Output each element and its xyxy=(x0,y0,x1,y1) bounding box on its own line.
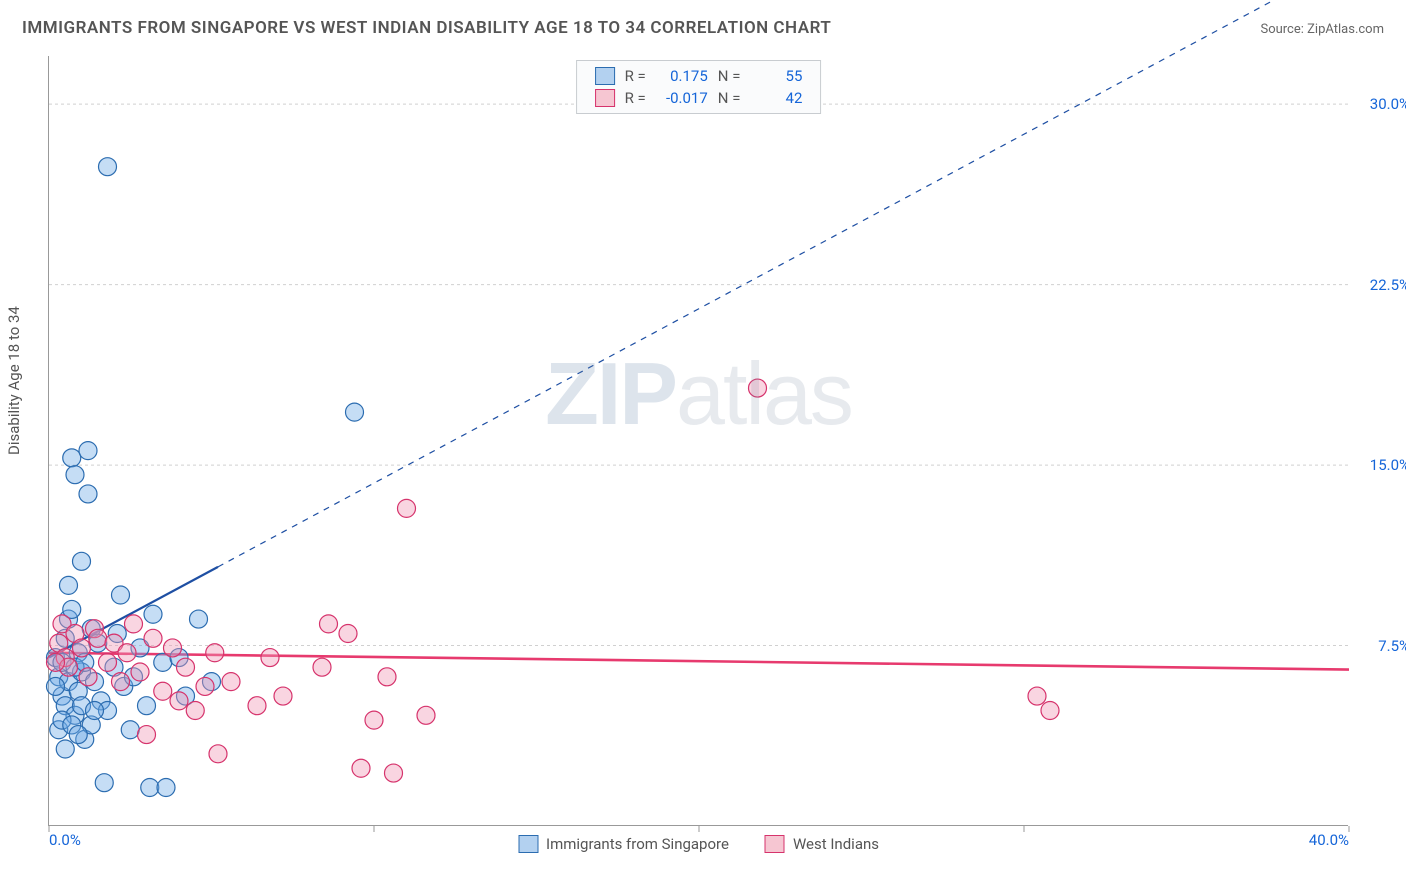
legend-label: Immigrants from Singapore xyxy=(546,835,729,853)
scatter-point xyxy=(99,653,117,671)
y-tick-label: 15.0% xyxy=(1370,456,1406,474)
scatter-point xyxy=(339,625,357,643)
scatter-point xyxy=(60,576,78,594)
swatch-pink-icon xyxy=(765,835,785,853)
r-label: R = xyxy=(625,89,646,107)
scatter-point xyxy=(73,639,91,657)
scatter-point xyxy=(118,644,136,662)
scatter-point xyxy=(274,687,292,705)
n-label: N = xyxy=(718,89,741,107)
scatter-point xyxy=(141,779,159,797)
scatter-point xyxy=(164,639,182,657)
series-legend: Immigrants from Singapore West Indians xyxy=(518,835,879,853)
swatch-pink-icon xyxy=(595,89,615,107)
scatter-point xyxy=(95,774,113,792)
scatter-point xyxy=(313,658,331,676)
scatter-point xyxy=(177,658,195,676)
scatter-point xyxy=(346,403,364,421)
r-value: 0.175 xyxy=(656,67,708,85)
scatter-point xyxy=(206,644,224,662)
scatter-point xyxy=(79,485,97,503)
scatter-point xyxy=(154,682,172,700)
scatter-point xyxy=(378,668,396,686)
scatter-point xyxy=(63,449,81,467)
y-tick-label: 22.5% xyxy=(1370,276,1406,294)
scatter-point xyxy=(112,586,130,604)
legend-item: West Indians xyxy=(765,835,879,853)
scatter-point xyxy=(144,605,162,623)
n-value: 42 xyxy=(750,89,802,107)
y-tick-label: 30.0% xyxy=(1370,95,1406,113)
scatter-point xyxy=(79,668,97,686)
scatter-point xyxy=(1028,687,1046,705)
scatter-point xyxy=(73,552,91,570)
swatch-blue-icon xyxy=(595,67,615,85)
scatter-point xyxy=(196,677,214,695)
scatter-point xyxy=(190,610,208,628)
scatter-point xyxy=(222,673,240,691)
scatter-point xyxy=(261,649,279,667)
n-label: N = xyxy=(718,67,741,85)
stats-legend-row: R = 0.175 N = 55 xyxy=(595,67,803,85)
scatter-point xyxy=(417,706,435,724)
scatter-point xyxy=(398,499,416,517)
scatter-plot xyxy=(49,56,1348,825)
legend-label: West Indians xyxy=(793,835,879,853)
scatter-point xyxy=(170,692,188,710)
chart-plot-area: ZIPatlas R = 0.175 N = 55 R = -0.017 N =… xyxy=(48,56,1348,826)
scatter-point xyxy=(99,158,117,176)
scatter-point xyxy=(69,726,87,744)
scatter-point xyxy=(209,745,227,763)
r-value: -0.017 xyxy=(656,89,708,107)
scatter-point xyxy=(79,442,97,460)
scatter-point xyxy=(1041,702,1059,720)
scatter-point xyxy=(385,764,403,782)
x-tick-label: 0.0% xyxy=(49,831,81,849)
title-bar: IMMIGRANTS FROM SINGAPORE VS WEST INDIAN… xyxy=(22,18,1384,38)
y-tick-label: 7.5% xyxy=(1378,637,1406,655)
scatter-point xyxy=(89,629,107,647)
stats-legend: R = 0.175 N = 55 R = -0.017 N = 42 xyxy=(576,60,822,114)
scatter-point xyxy=(112,673,130,691)
x-tick-label: 40.0% xyxy=(1309,831,1349,849)
scatter-point xyxy=(56,740,74,758)
stats-legend-row: R = -0.017 N = 42 xyxy=(595,89,803,107)
scatter-point xyxy=(144,629,162,647)
scatter-point xyxy=(125,615,143,633)
n-value: 55 xyxy=(750,67,802,85)
scatter-point xyxy=(248,697,266,715)
scatter-point xyxy=(138,697,156,715)
scatter-point xyxy=(138,726,156,744)
scatter-point xyxy=(121,721,139,739)
scatter-point xyxy=(47,653,65,671)
source-name: ZipAtlas.com xyxy=(1307,22,1384,37)
swatch-blue-icon xyxy=(518,835,538,853)
source-prefix: Source: xyxy=(1260,22,1307,37)
scatter-point xyxy=(47,677,65,695)
scatter-point xyxy=(749,379,767,397)
chart-title: IMMIGRANTS FROM SINGAPORE VS WEST INDIAN… xyxy=(22,18,831,38)
legend-item: Immigrants from Singapore xyxy=(518,835,729,853)
scatter-point xyxy=(157,779,175,797)
scatter-point xyxy=(352,759,370,777)
scatter-point xyxy=(131,663,149,681)
chart-source: Source: ZipAtlas.com xyxy=(1260,22,1384,37)
y-axis-label: Disability Age 18 to 34 xyxy=(5,306,23,455)
scatter-point xyxy=(186,702,204,720)
scatter-point xyxy=(365,711,383,729)
scatter-point xyxy=(66,466,84,484)
r-label: R = xyxy=(625,67,646,85)
scatter-point xyxy=(320,615,338,633)
scatter-point xyxy=(86,702,104,720)
